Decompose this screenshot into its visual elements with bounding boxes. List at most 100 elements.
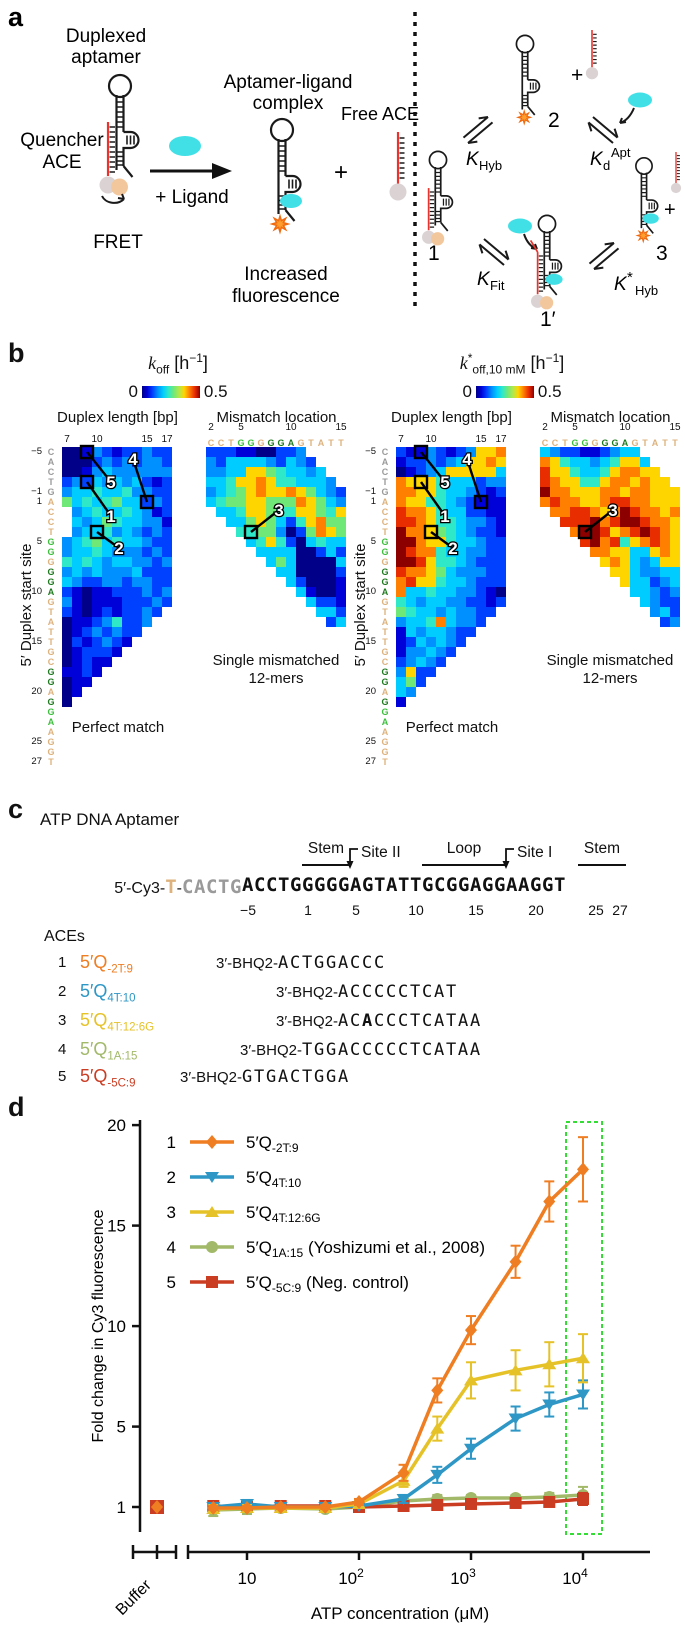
cell	[72, 617, 82, 627]
cell	[132, 567, 142, 577]
cell	[436, 517, 446, 527]
cell	[456, 617, 466, 627]
cell	[246, 447, 256, 457]
cell	[316, 537, 326, 547]
cell	[640, 457, 650, 467]
cell	[286, 467, 296, 477]
cell	[610, 517, 620, 527]
cell	[206, 447, 216, 457]
cell	[162, 497, 172, 507]
sequence-letter: G	[257, 438, 265, 448]
ace-prefix: 3′-BHQ2-	[216, 955, 278, 972]
sequence-letter: C	[551, 438, 559, 448]
cell	[476, 497, 486, 507]
cell	[266, 477, 276, 487]
cell	[336, 517, 346, 527]
cell	[486, 577, 496, 587]
sequence-letter: A	[287, 438, 295, 448]
sequence-letter: A	[47, 457, 55, 467]
cell	[426, 557, 436, 567]
cell	[610, 557, 620, 567]
cell	[122, 477, 132, 487]
cell	[306, 547, 316, 557]
cell	[316, 507, 326, 517]
cell	[102, 557, 112, 567]
cell	[276, 497, 286, 507]
panel-d-label: d	[8, 1092, 25, 1122]
kd-sub: d	[603, 158, 610, 173]
cell	[630, 567, 640, 577]
cell	[416, 457, 426, 467]
sequence-letter: A	[381, 617, 389, 627]
cell	[82, 607, 92, 617]
cell	[276, 507, 286, 517]
legend-number: 3	[167, 1203, 176, 1222]
x-tick: 5	[238, 422, 244, 433]
cell	[286, 547, 296, 557]
cell	[610, 547, 620, 557]
cell	[132, 557, 142, 567]
ace-number: 5	[58, 1068, 67, 1085]
ace-sequence: ACTGGACCC	[278, 953, 386, 973]
cell	[540, 487, 550, 497]
aptamer-sequence: ACCTGGGGGAGTATTGCGGAGGAAGGT	[242, 874, 566, 896]
cell	[286, 487, 296, 497]
cell	[72, 667, 82, 677]
cell	[600, 547, 610, 557]
sequence-letter: G	[571, 438, 579, 448]
cell	[62, 587, 72, 597]
cell	[236, 497, 246, 507]
cell	[72, 647, 82, 657]
cell	[152, 557, 162, 567]
legend-number: 1	[167, 1133, 176, 1152]
cell	[426, 517, 436, 527]
cell	[326, 557, 336, 567]
cell	[142, 557, 152, 567]
cell	[406, 627, 416, 637]
cell	[112, 567, 122, 577]
cell	[122, 467, 132, 477]
cell	[486, 527, 496, 537]
free-ace-structure	[388, 130, 408, 202]
kshyb-label: K	[614, 274, 628, 295]
cell	[670, 547, 680, 557]
sequence-letter: G	[381, 667, 389, 677]
cell	[426, 627, 436, 637]
cell	[226, 477, 236, 487]
cell	[406, 617, 416, 627]
cell	[142, 547, 152, 557]
cell	[590, 487, 600, 497]
cell	[162, 517, 172, 527]
sequence-letter: A	[621, 438, 629, 448]
cell	[336, 617, 346, 627]
sequence-letter: T	[672, 438, 678, 448]
cell	[426, 567, 436, 577]
cell	[316, 587, 326, 597]
cell	[112, 647, 122, 657]
plus-ligand-label: + Ligand	[155, 187, 228, 208]
cell	[580, 537, 590, 547]
cell	[142, 537, 152, 547]
cell	[102, 497, 112, 507]
cell	[92, 467, 102, 477]
cell	[162, 547, 172, 557]
sequence-letter: T	[228, 438, 234, 448]
cell	[62, 487, 72, 497]
heatmap-group-koff: koff [h−1] 0 0.5 Duplex length [bp] Misma…	[18, 335, 350, 785]
cell	[142, 497, 152, 507]
cell	[122, 507, 132, 517]
cell	[486, 567, 496, 577]
cell	[590, 497, 600, 507]
cell	[650, 537, 660, 547]
cell	[476, 607, 486, 617]
region-bar	[302, 864, 350, 868]
cell	[466, 457, 476, 467]
cell	[326, 617, 336, 627]
cell	[416, 477, 426, 487]
cell	[82, 497, 92, 507]
cell	[112, 457, 122, 467]
marker-triangle-up	[464, 1374, 478, 1386]
cell	[620, 557, 630, 567]
cell	[620, 517, 630, 527]
